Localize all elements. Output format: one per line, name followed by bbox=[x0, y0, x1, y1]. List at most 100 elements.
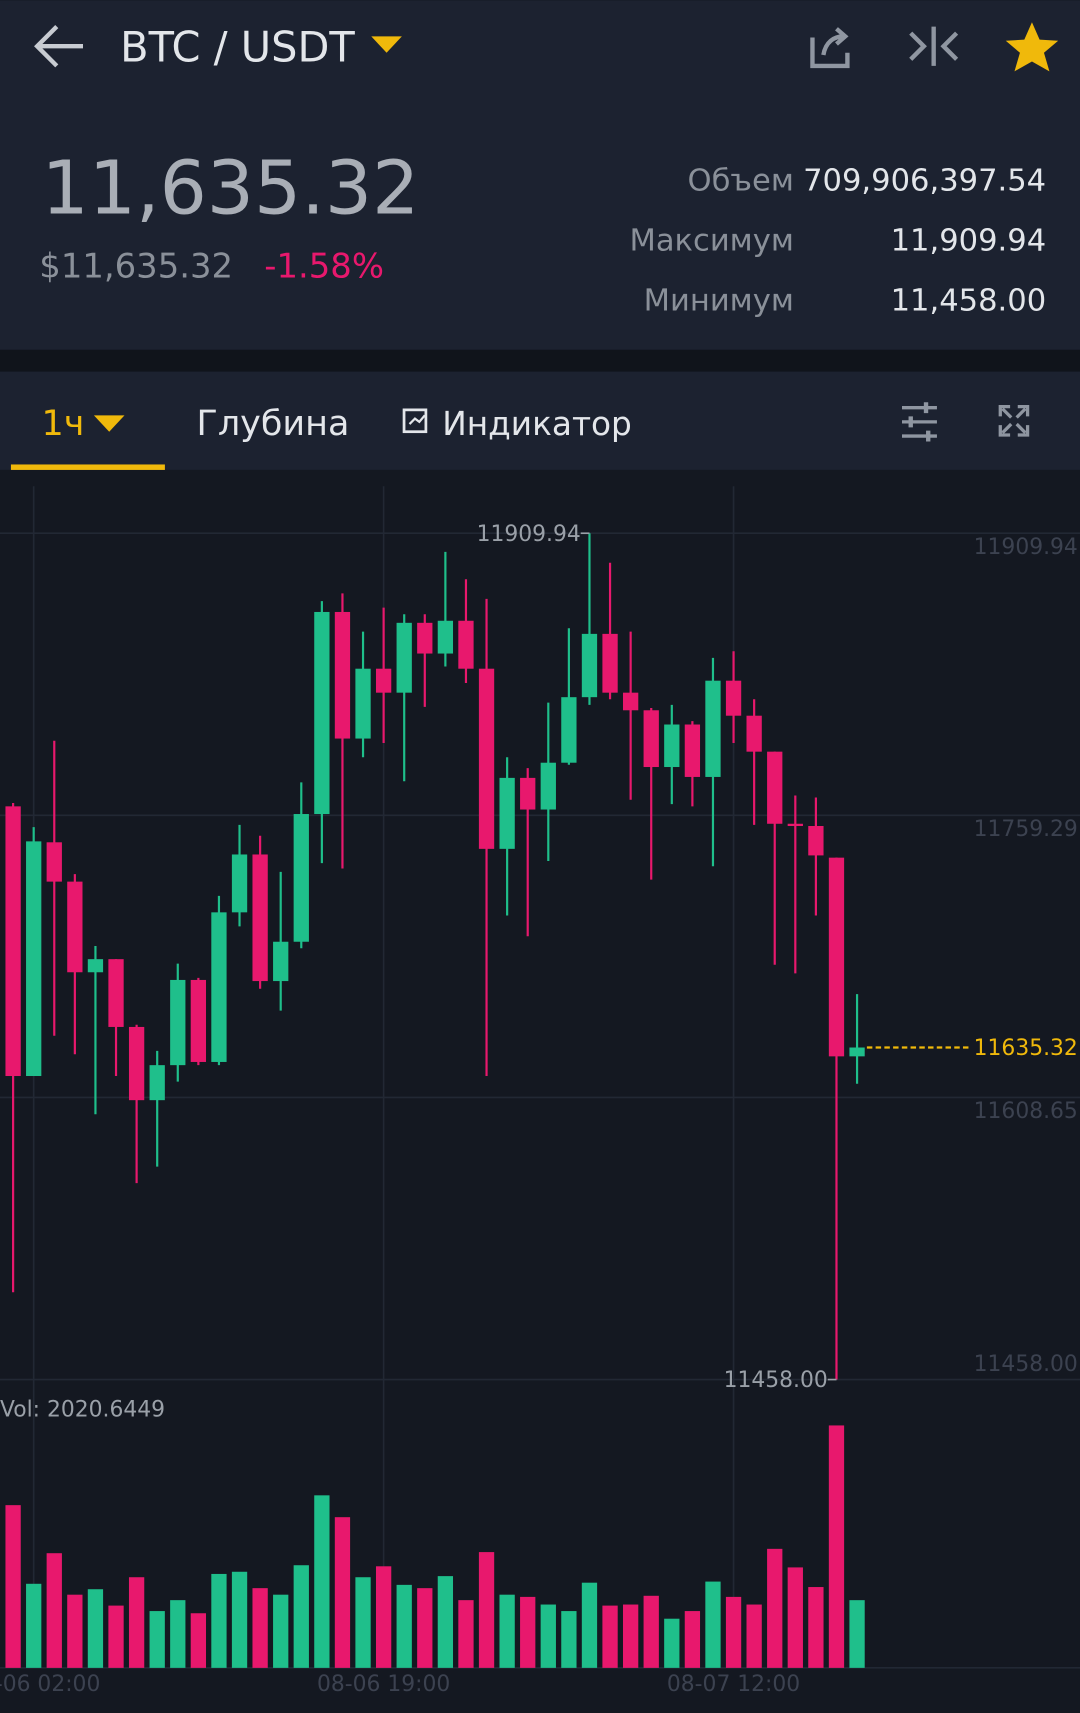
fullscreen-icon bbox=[998, 404, 1030, 437]
candle-body bbox=[622, 692, 639, 711]
tab-interval[interactable]: 1ч bbox=[41, 404, 84, 444]
candle-body bbox=[520, 777, 536, 810]
candle-body bbox=[211, 912, 227, 1062]
candle-body bbox=[190, 979, 207, 1062]
volume-bar bbox=[314, 1495, 330, 1668]
indicator-icon bbox=[402, 408, 428, 434]
candle-body bbox=[231, 854, 248, 913]
share-button[interactable] bbox=[810, 27, 850, 69]
last-price-label: 11635.32 bbox=[974, 1036, 1078, 1061]
candle-body bbox=[499, 777, 515, 849]
candle-body bbox=[725, 680, 742, 716]
candle-body bbox=[355, 668, 371, 739]
volume-bar bbox=[684, 1611, 701, 1668]
candle-body bbox=[849, 1047, 865, 1057]
candle-body bbox=[417, 622, 433, 654]
candle-body bbox=[705, 680, 721, 777]
last-price: 11,635.32 bbox=[41, 144, 419, 231]
volume-bar bbox=[293, 1565, 309, 1668]
candle-body bbox=[808, 826, 824, 856]
tab-depth[interactable]: Глубина bbox=[197, 404, 350, 444]
candle-body bbox=[26, 841, 42, 1077]
favorite-star[interactable] bbox=[1005, 22, 1059, 72]
annotation-label: 11458.00 bbox=[724, 1368, 828, 1393]
candle-body bbox=[602, 633, 618, 693]
candle-body bbox=[478, 668, 495, 849]
candle-body bbox=[87, 959, 104, 973]
volume-bar bbox=[581, 1582, 598, 1668]
chart-bg bbox=[0, 469, 1080, 1713]
candle-body bbox=[128, 1026, 145, 1101]
candle-body bbox=[5, 806, 21, 1077]
candle-body bbox=[828, 857, 845, 1057]
volume-bar bbox=[5, 1505, 21, 1668]
volume-bar bbox=[87, 1589, 104, 1668]
y-tick-label: 11759.29 bbox=[974, 817, 1078, 842]
candle-body bbox=[375, 668, 392, 693]
candle-body bbox=[396, 622, 412, 693]
volume-bar bbox=[602, 1605, 618, 1668]
volume-bar bbox=[767, 1548, 783, 1668]
stat-value: 11,909.94 bbox=[891, 223, 1047, 258]
candle-body bbox=[46, 842, 62, 882]
candle-body bbox=[746, 715, 762, 752]
volume-bar bbox=[849, 1600, 865, 1668]
volume-bar bbox=[746, 1604, 762, 1668]
icon-box bbox=[402, 408, 428, 434]
volume-bar bbox=[252, 1588, 268, 1668]
candle-body bbox=[252, 854, 268, 982]
candle-body bbox=[67, 881, 83, 973]
volume-bar bbox=[190, 1613, 207, 1668]
active-tab-underline bbox=[10, 464, 165, 470]
share-icon bbox=[810, 27, 850, 69]
volume-bar bbox=[520, 1596, 536, 1668]
volume-bar bbox=[622, 1604, 639, 1668]
volume-bar bbox=[705, 1581, 721, 1668]
volume-bar bbox=[499, 1594, 515, 1668]
volume-bar bbox=[787, 1567, 803, 1668]
volume-bar bbox=[808, 1587, 824, 1668]
candle-body bbox=[334, 611, 351, 739]
price-usd: $11,635.32 bbox=[39, 247, 233, 286]
volume-bar bbox=[46, 1553, 62, 1668]
back-button[interactable] bbox=[34, 25, 83, 68]
sliders-knobs bbox=[908, 402, 931, 442]
candle-body bbox=[437, 620, 454, 654]
stat-label: Максимум bbox=[629, 223, 793, 258]
fullscreen-button[interactable] bbox=[998, 404, 1030, 437]
volume-bar bbox=[211, 1573, 227, 1668]
candle-body bbox=[684, 724, 701, 777]
candle-body bbox=[540, 762, 556, 810]
stat-value: 11,458.00 bbox=[891, 283, 1047, 318]
compare-button[interactable] bbox=[909, 26, 959, 66]
candle-body bbox=[108, 959, 124, 1027]
x-tick-label: 08-06 19:00 bbox=[317, 1672, 450, 1697]
pair-dropdown[interactable] bbox=[371, 36, 402, 53]
volume-bar bbox=[231, 1571, 248, 1668]
candle-body bbox=[149, 1065, 165, 1101]
volume-bar bbox=[828, 1425, 845, 1668]
candle-body bbox=[293, 814, 309, 942]
candle-body bbox=[581, 633, 598, 698]
volume-bar bbox=[334, 1517, 351, 1668]
candle-body bbox=[561, 697, 577, 763]
volume-bar bbox=[26, 1583, 42, 1668]
volume-bar bbox=[273, 1594, 289, 1668]
pair-title[interactable]: BTC / USDT bbox=[120, 23, 355, 72]
candle-body bbox=[273, 941, 289, 982]
back-icon bbox=[34, 25, 83, 68]
stat-label: Объем bbox=[688, 163, 794, 198]
volume-bar bbox=[458, 1600, 474, 1668]
tab-indicator[interactable]: Индикатор bbox=[442, 405, 632, 443]
y-tick-label: 11608.65 bbox=[974, 1099, 1078, 1124]
interval-dropdown[interactable] bbox=[93, 415, 125, 432]
candle-body bbox=[170, 979, 186, 1066]
volume-bar bbox=[355, 1577, 371, 1668]
x-tick-label: 08-07 12:00 bbox=[667, 1672, 800, 1697]
volume-bar bbox=[561, 1611, 577, 1668]
candle-body bbox=[314, 611, 330, 815]
settings-button[interactable] bbox=[902, 402, 937, 442]
separator bbox=[0, 349, 1080, 372]
